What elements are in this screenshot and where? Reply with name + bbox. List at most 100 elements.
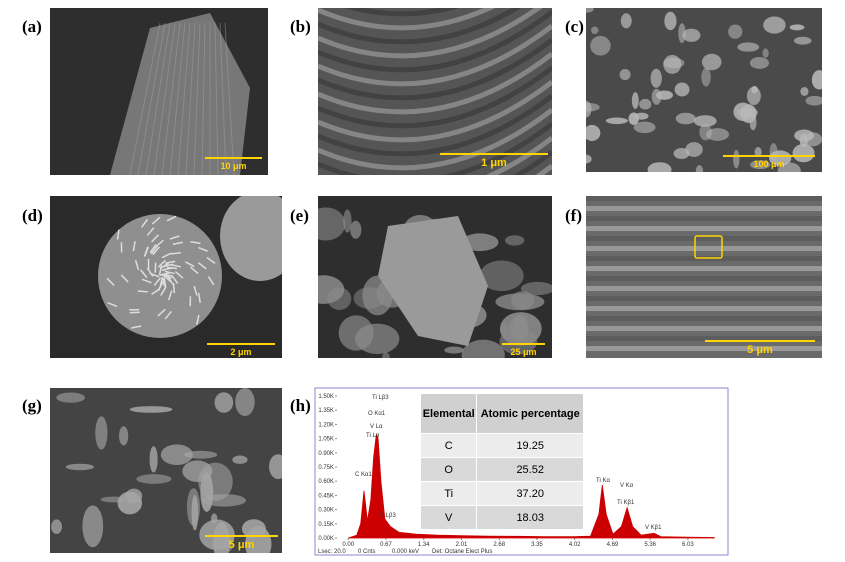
shape — [193, 22, 201, 175]
shape — [586, 102, 600, 112]
shape — [586, 196, 822, 201]
shape — [157, 308, 166, 317]
shape — [789, 24, 805, 31]
shape — [235, 388, 255, 417]
shape — [220, 196, 282, 281]
shape — [241, 519, 266, 539]
x-tick-label: 2.68 — [493, 542, 505, 548]
shape — [95, 416, 108, 450]
shape — [804, 132, 822, 147]
shape — [633, 121, 656, 134]
footer-text: 0.000 keV — [392, 549, 419, 555]
texture — [110, 13, 250, 175]
shape — [139, 269, 148, 279]
shape — [793, 36, 812, 45]
shape — [327, 287, 352, 310]
shape — [107, 301, 118, 308]
sem-image — [50, 388, 282, 553]
shape — [151, 216, 161, 225]
sem-image — [586, 8, 822, 172]
shape — [591, 26, 599, 35]
shape — [185, 261, 195, 268]
table-cell: O — [419, 457, 478, 482]
shape — [444, 346, 464, 354]
shape — [143, 246, 149, 257]
shape — [149, 446, 158, 473]
shape — [146, 267, 154, 277]
shape — [129, 406, 173, 413]
shape — [165, 260, 176, 264]
shape — [137, 22, 166, 175]
shape — [65, 463, 95, 471]
sem-image — [50, 196, 282, 358]
table-row: Ti 37.20 — [419, 481, 584, 506]
panel-label: (f) — [565, 206, 582, 225]
shape — [201, 22, 206, 175]
scale-bar — [207, 343, 275, 345]
shape — [189, 266, 199, 275]
shape — [166, 266, 177, 270]
shape — [504, 235, 525, 246]
x-tick-label: 4.02 — [569, 542, 581, 548]
shape — [590, 35, 611, 56]
table-cell: 19.25 — [476, 433, 584, 458]
shape — [161, 22, 181, 175]
shape — [145, 22, 171, 175]
shape — [650, 68, 662, 88]
table-cell: C — [419, 433, 478, 458]
shape — [100, 496, 128, 503]
x-tick-label: 4.69 — [607, 542, 619, 548]
shape — [586, 226, 822, 231]
shape — [769, 150, 792, 166]
shape — [185, 22, 196, 175]
shape — [169, 235, 180, 240]
texture — [98, 196, 282, 338]
peak-label: Ti Lα — [366, 433, 380, 439]
shape — [805, 95, 822, 106]
header-row: Elemental Atomic percentage — [419, 393, 584, 434]
shape — [169, 22, 186, 175]
shape — [647, 162, 672, 172]
shape — [461, 339, 505, 358]
peak-label: Ti Kα — [596, 478, 610, 484]
shape — [174, 271, 184, 279]
scale-bar — [205, 535, 278, 537]
shape — [150, 245, 158, 255]
shape — [269, 454, 282, 480]
shape — [685, 142, 703, 157]
footer-text: 0 Cnts — [358, 549, 375, 555]
shape — [693, 115, 717, 127]
shape — [513, 150, 552, 175]
shape — [586, 124, 601, 142]
header-cell: Elemental — [419, 393, 478, 434]
header-cell: Atomic percentage — [476, 393, 584, 434]
shape — [620, 13, 632, 29]
y-tick-label: 0.00K — [318, 536, 334, 542]
texture — [51, 388, 282, 553]
shape — [586, 326, 822, 331]
shape — [586, 316, 822, 321]
shape — [499, 328, 538, 355]
shape — [318, 8, 522, 45]
shape — [586, 8, 594, 13]
shape — [338, 315, 374, 351]
shape — [631, 92, 639, 109]
y-tick-label: 1.05K — [318, 437, 334, 443]
shape — [206, 256, 216, 264]
shape — [701, 53, 722, 71]
x-tick-label: 3.35 — [531, 542, 543, 548]
shape — [695, 165, 704, 172]
shape — [213, 522, 230, 553]
panel-label: (a) — [22, 17, 42, 36]
shape — [137, 290, 148, 293]
scale-bar — [205, 157, 262, 159]
table-row: O 25.52 — [419, 457, 584, 482]
shape — [733, 102, 753, 121]
shape — [82, 505, 104, 548]
shape — [164, 310, 173, 320]
panel-label: (g) — [22, 396, 42, 415]
spectrum — [348, 433, 715, 539]
shape — [746, 86, 761, 105]
table-row: V 18.03 — [419, 505, 584, 530]
x-tick-label: 2.01 — [456, 542, 468, 548]
